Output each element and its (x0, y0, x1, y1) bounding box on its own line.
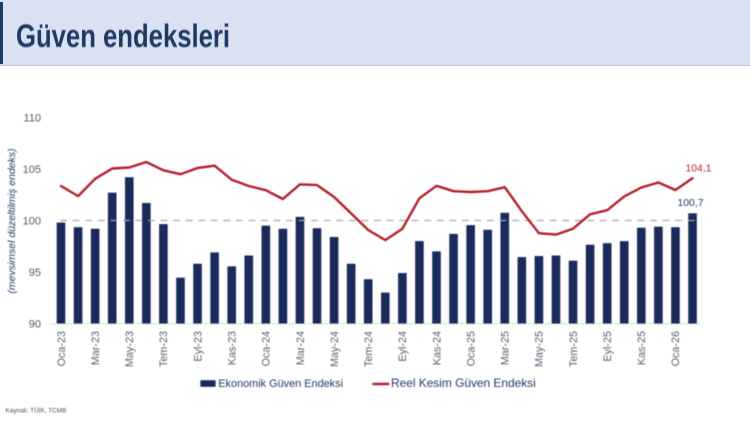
svg-text:Oca-24: Oca-24 (261, 331, 273, 366)
svg-text:Oca-23: Oca-23 (56, 331, 68, 366)
svg-text:Mar-25: Mar-25 (500, 331, 512, 365)
svg-text:Mar-24: Mar-24 (295, 331, 307, 365)
svg-text:Reel Kesim Güven Endeksi: Reel Kesim Güven Endeksi (391, 376, 536, 390)
svg-text:Tem-25: Tem-25 (568, 331, 580, 367)
svg-text:100,7: 100,7 (677, 198, 703, 209)
svg-text:Mar-23: Mar-23 (90, 331, 102, 365)
svg-text:100: 100 (23, 216, 41, 228)
svg-text:Tem-24: Tem-24 (363, 331, 375, 367)
svg-text:Oca-26: Oca-26 (670, 331, 682, 366)
svg-text:Ekonomik Güven Endeksi: Ekonomik Güven Endeksi (218, 378, 343, 390)
svg-text:May-23: May-23 (124, 331, 136, 367)
svg-text:95: 95 (29, 267, 41, 279)
svg-text:Tem-23: Tem-23 (158, 331, 170, 367)
svg-text:Eyl-23: Eyl-23 (192, 331, 204, 362)
svg-text:Kas-24: Kas-24 (431, 331, 443, 365)
svg-text:Kas-23: Kas-23 (227, 331, 239, 365)
svg-text:110: 110 (23, 113, 41, 125)
svg-text:May-25: May-25 (534, 331, 546, 367)
svg-text:105: 105 (23, 164, 41, 176)
svg-text:104,1: 104,1 (685, 163, 711, 174)
svg-text:Kas-25: Kas-25 (636, 331, 648, 365)
svg-text:(mevsimsel düzeltilmiş endeks): (mevsimsel düzeltilmiş endeks) (6, 148, 18, 293)
svg-text:Eyl-25: Eyl-25 (602, 331, 614, 362)
svg-text:90: 90 (29, 319, 41, 331)
svg-text:Oca-25: Oca-25 (465, 331, 477, 366)
svg-text:Kaynak: TÜİK, TCMB: Kaynak: TÜİK, TCMB (6, 406, 67, 415)
svg-text:Eyl-24: Eyl-24 (397, 331, 409, 362)
svg-text:May-24: May-24 (329, 331, 341, 367)
